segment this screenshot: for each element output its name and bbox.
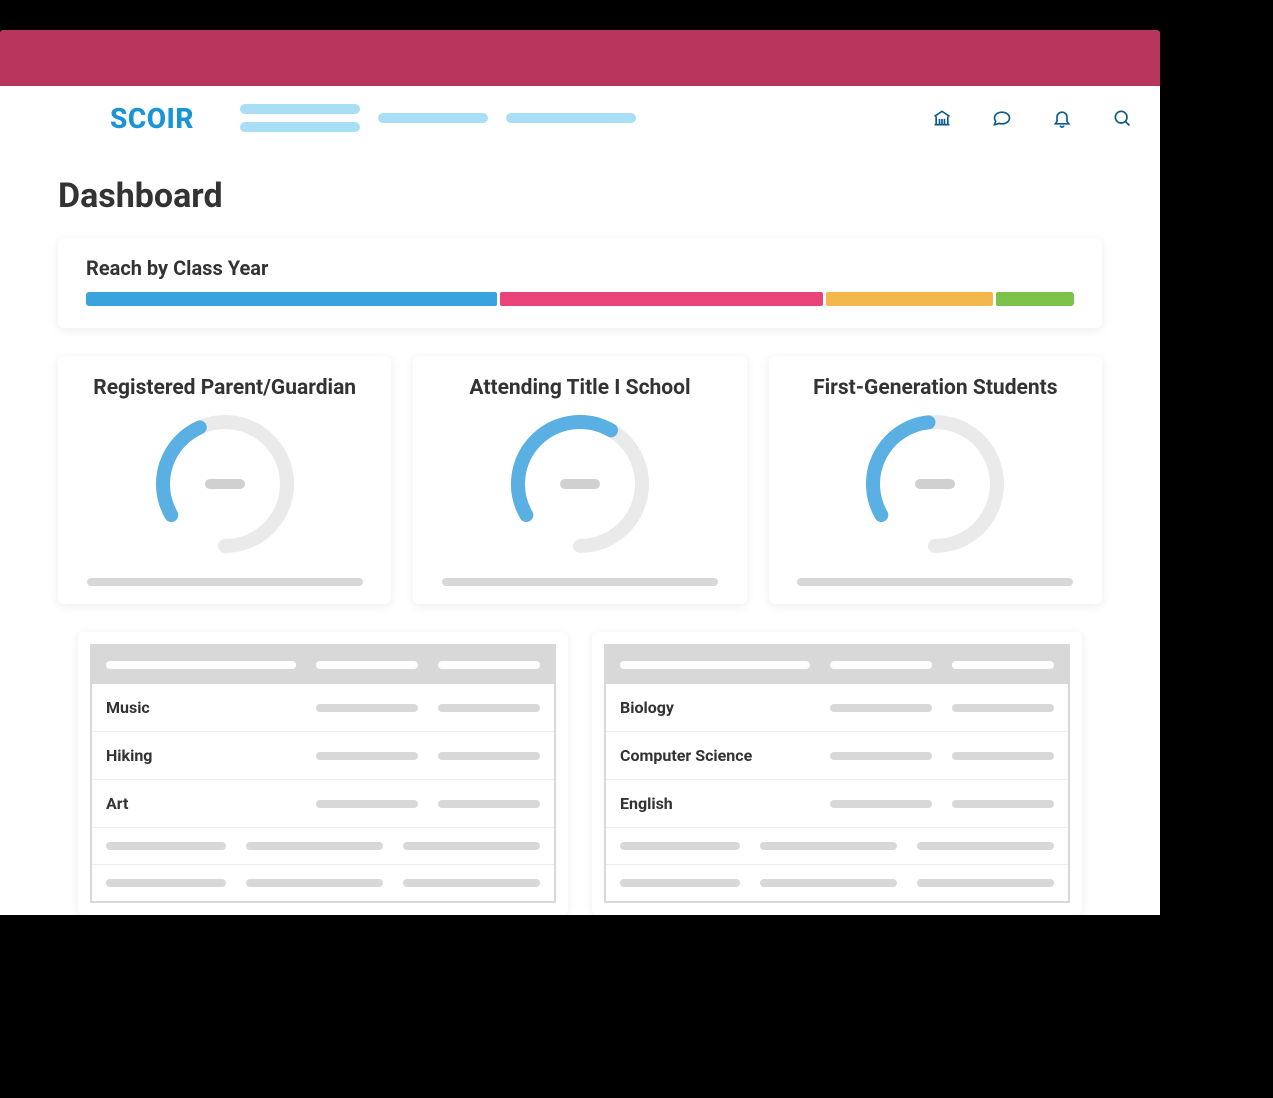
gauge-title: Registered Parent/Guardian (93, 376, 356, 400)
gauge-caption-placeholder (442, 578, 718, 586)
reach-segment[interactable] (826, 292, 992, 306)
gauge-value-placeholder (915, 479, 955, 489)
cell-placeholder (403, 842, 540, 850)
nav-item-3[interactable] (506, 113, 636, 123)
tables-row: Music Hiking Art (58, 632, 1102, 915)
gauge-title: First-Generation Students (813, 376, 1057, 400)
institution-icon[interactable] (932, 108, 952, 128)
cell-placeholder (952, 704, 1054, 712)
reach-segment[interactable] (500, 292, 823, 306)
cell-placeholder (438, 704, 540, 712)
table-row[interactable]: Hiking (92, 732, 554, 780)
table-header (92, 646, 554, 684)
row-label: Biology (620, 698, 810, 717)
cell-placeholder (760, 879, 897, 887)
gauge-value-placeholder (205, 479, 245, 489)
row-label: Music (106, 698, 296, 717)
search-icon[interactable] (1112, 108, 1132, 128)
bell-icon[interactable] (1052, 108, 1072, 128)
gauge-chart (145, 404, 305, 564)
app-frame: SCOIR (0, 30, 1160, 915)
page-title: Dashboard (58, 176, 1102, 216)
gauge-card: First-Generation Students (769, 356, 1102, 604)
cell-placeholder (830, 752, 932, 760)
nav-item-2[interactable] (378, 113, 488, 123)
cell-placeholder (316, 704, 418, 712)
top-banner (0, 30, 1160, 86)
table-row[interactable] (92, 865, 554, 901)
gauge-chart (500, 404, 660, 564)
cell-placeholder (952, 800, 1054, 808)
cell-placeholder (246, 842, 383, 850)
gauge-value-placeholder (560, 479, 600, 489)
chat-icon[interactable] (992, 108, 1012, 128)
cell-placeholder (620, 879, 740, 887)
row-label: Computer Science (620, 746, 810, 765)
table-row[interactable] (606, 828, 1068, 865)
gauge-title: Attending Title I School (469, 376, 690, 400)
cell-placeholder (438, 752, 540, 760)
cell-placeholder (952, 752, 1054, 760)
gauge-card: Registered Parent/Guardian (58, 356, 391, 604)
gauge-caption-placeholder (797, 578, 1073, 586)
reach-segment[interactable] (86, 292, 497, 306)
cell-placeholder (760, 842, 897, 850)
reach-title: Reach by Class Year (86, 256, 1074, 280)
cell-placeholder (106, 879, 226, 887)
gauge-caption-placeholder (87, 578, 363, 586)
cell-placeholder (106, 842, 226, 850)
cell-placeholder (246, 879, 383, 887)
cell-placeholder (830, 704, 932, 712)
content: Dashboard Reach by Class Year Registered… (0, 150, 1160, 915)
table-row[interactable]: Art (92, 780, 554, 828)
nav-item-primary[interactable] (240, 104, 360, 132)
reach-card: Reach by Class Year (58, 238, 1102, 328)
cell-placeholder (316, 752, 418, 760)
gauge-row: Registered Parent/Guardian Attending Tit… (58, 356, 1102, 604)
cell-placeholder (830, 800, 932, 808)
table-row[interactable]: Computer Science (606, 732, 1068, 780)
table-card-left: Music Hiking Art (78, 632, 568, 915)
gauge-card: Attending Title I School (413, 356, 746, 604)
gauge-chart (855, 404, 1015, 564)
table-row[interactable]: Biology (606, 684, 1068, 732)
table-row[interactable] (606, 865, 1068, 901)
table-row[interactable]: English (606, 780, 1068, 828)
logo[interactable]: SCOIR (110, 102, 194, 135)
cell-placeholder (316, 800, 418, 808)
reach-bar (86, 292, 1074, 306)
row-label: Art (106, 794, 296, 813)
cell-placeholder (917, 879, 1054, 887)
row-label: Hiking (106, 746, 296, 765)
table-row[interactable]: Music (92, 684, 554, 732)
table-row[interactable] (92, 828, 554, 865)
reach-segment[interactable] (996, 292, 1074, 306)
top-nav: SCOIR (0, 86, 1160, 150)
table-card-right: Biology Computer Science English (592, 632, 1082, 915)
table-header (606, 646, 1068, 684)
cell-placeholder (438, 800, 540, 808)
row-label: English (620, 794, 810, 813)
cell-placeholder (620, 842, 740, 850)
cell-placeholder (917, 842, 1054, 850)
cell-placeholder (403, 879, 540, 887)
